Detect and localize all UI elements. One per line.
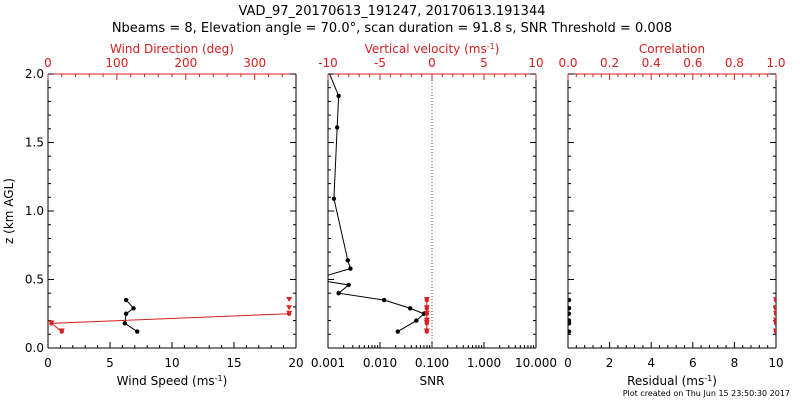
x-tick-label-top: 0	[428, 56, 436, 70]
data-point-black	[568, 329, 572, 334]
panel-snr: 0.001 0.010 0.100 1.000 10.000 SNR -10 -5 0 5 10 Ve…	[311, 42, 557, 389]
data-marker-red	[286, 310, 293, 316]
x-tick-label-bottom: 8	[731, 356, 739, 370]
x-tick-label-bottom: 5	[106, 356, 114, 370]
figure-subtitle: Nbeams = 8, Elevation angle = 70.0°, sca…	[112, 21, 672, 36]
x-tick-label-top: 300	[243, 56, 266, 70]
x-axis-label-top: Correlation	[639, 42, 705, 56]
data-marker-red	[773, 297, 776, 303]
panel-correlation: 0 2 4 6 8 10 Residual (ms-1) 0.0 0.2 0.4 0.6 0.8 1.0…	[558, 42, 785, 388]
x-tick-label-bottom: 15	[226, 356, 241, 370]
data-marker-red	[773, 305, 776, 311]
data-point-black	[568, 311, 572, 316]
x-tick-label-top: 0.2	[600, 56, 619, 70]
plot-created-footer: Plot created on Thu Jun 15 23:50:30 2017	[623, 389, 790, 398]
data-point-black	[407, 306, 413, 311]
y-axis-label: z (km AGL)	[2, 178, 16, 244]
data-point-black	[345, 258, 350, 263]
y-tick-label: 2.0	[25, 67, 44, 81]
data-marker-red	[423, 297, 430, 303]
x-tick-label-bottom: 0	[564, 356, 572, 370]
data-point-black	[131, 306, 136, 311]
x-tick-label-bottom: 10	[768, 356, 783, 370]
x-tick-label-top: 0.0	[558, 56, 577, 70]
y-tick-label: 1.5	[25, 136, 44, 150]
data-point-black	[336, 291, 341, 296]
data-point-black	[321, 279, 325, 283]
y-tick-label: 1.0	[25, 204, 44, 218]
x-axis-label-top: Wind Direction (deg)	[110, 42, 234, 56]
data-point-black	[331, 196, 337, 201]
x-tick-label-bottom: 1.000	[467, 356, 501, 370]
x-tick-label-top: 0.6	[683, 56, 702, 70]
figure-title: VAD_97_20170613_191247, 20170613.191344	[239, 4, 546, 19]
x-tick-label-bottom: 0.100	[415, 356, 449, 370]
data-point-black	[395, 329, 401, 334]
data-marker-red	[423, 317, 430, 323]
x-tick-label-bottom: 0.001	[311, 356, 345, 370]
x-tick-label-top: 10	[528, 56, 543, 70]
y-tick-label: 0.5	[25, 273, 44, 287]
panel-wind: 0.0 0.5 1.0 1.5 2.0 z (km AGL) 0 5 10 15 20 Wind Sp…	[2, 42, 304, 388]
x-tick-label-top: 0.4	[642, 56, 661, 70]
data-marker-red	[58, 328, 65, 334]
series-line-red	[50, 313, 290, 332]
data-marker-red	[423, 305, 430, 311]
series-line-black	[328, 74, 425, 332]
x-tick-label-top: -5	[374, 56, 386, 70]
x-tick-label-bottom: 4	[647, 356, 655, 370]
x-tick-label-top: 1.0	[766, 56, 785, 70]
data-point-black	[123, 311, 129, 316]
data-marker-red	[773, 310, 776, 316]
x-tick-label-bottom: 2	[606, 356, 614, 370]
data-point-black	[123, 297, 129, 303]
data-marker-red	[423, 320, 430, 326]
data-marker-red	[48, 320, 55, 326]
data-marker-red	[773, 320, 776, 326]
x-tick-label-bottom: 0.010	[363, 356, 397, 370]
data-point-black	[568, 306, 572, 311]
x-tick-label-top: -10	[318, 56, 338, 70]
x-tick-label-bottom: 20	[288, 356, 303, 370]
data-marker-red	[423, 328, 430, 334]
x-tick-label-top: 200	[174, 56, 197, 70]
data-point-black	[135, 329, 140, 334]
data-point-black	[381, 297, 387, 303]
x-tick-label-bottom: 6	[689, 356, 697, 370]
data-point-black	[346, 282, 351, 288]
data-marker-red	[773, 328, 776, 334]
data-layer	[321, 74, 430, 334]
data-marker-red	[286, 297, 293, 303]
y-tick-label: 0.0	[25, 341, 44, 355]
data-point-black	[414, 318, 419, 323]
x-axis-label-top: Vertical velocity (ms-1)	[365, 42, 500, 57]
x-tick-label-top: 5	[480, 56, 488, 70]
data-point-black	[321, 275, 325, 279]
data-marker-red	[286, 305, 293, 311]
x-tick-label-bottom: 10	[164, 356, 179, 370]
x-tick-label-top: 0.8	[725, 56, 744, 70]
data-layer	[568, 297, 776, 334]
x-axis-label-bottom: SNR	[420, 374, 445, 388]
x-tick-label-top: 0	[44, 56, 52, 70]
x-tick-label-top: 100	[105, 56, 128, 70]
data-point-black	[336, 93, 341, 99]
data-marker-red	[423, 310, 430, 316]
data-point-black	[348, 266, 353, 271]
x-tick-label-bottom: 0	[44, 356, 52, 370]
data-point-black	[568, 297, 572, 303]
data-point-black	[122, 321, 128, 326]
data-layer	[48, 297, 293, 334]
x-axis-label-bottom: Residual (ms-1)	[627, 374, 717, 389]
x-tick-label-bottom: 10.000	[515, 356, 557, 370]
data-point-black	[568, 321, 572, 326]
x-axis-label-bottom: Wind Speed (ms-1)	[117, 374, 228, 389]
data-point-black	[334, 125, 340, 130]
